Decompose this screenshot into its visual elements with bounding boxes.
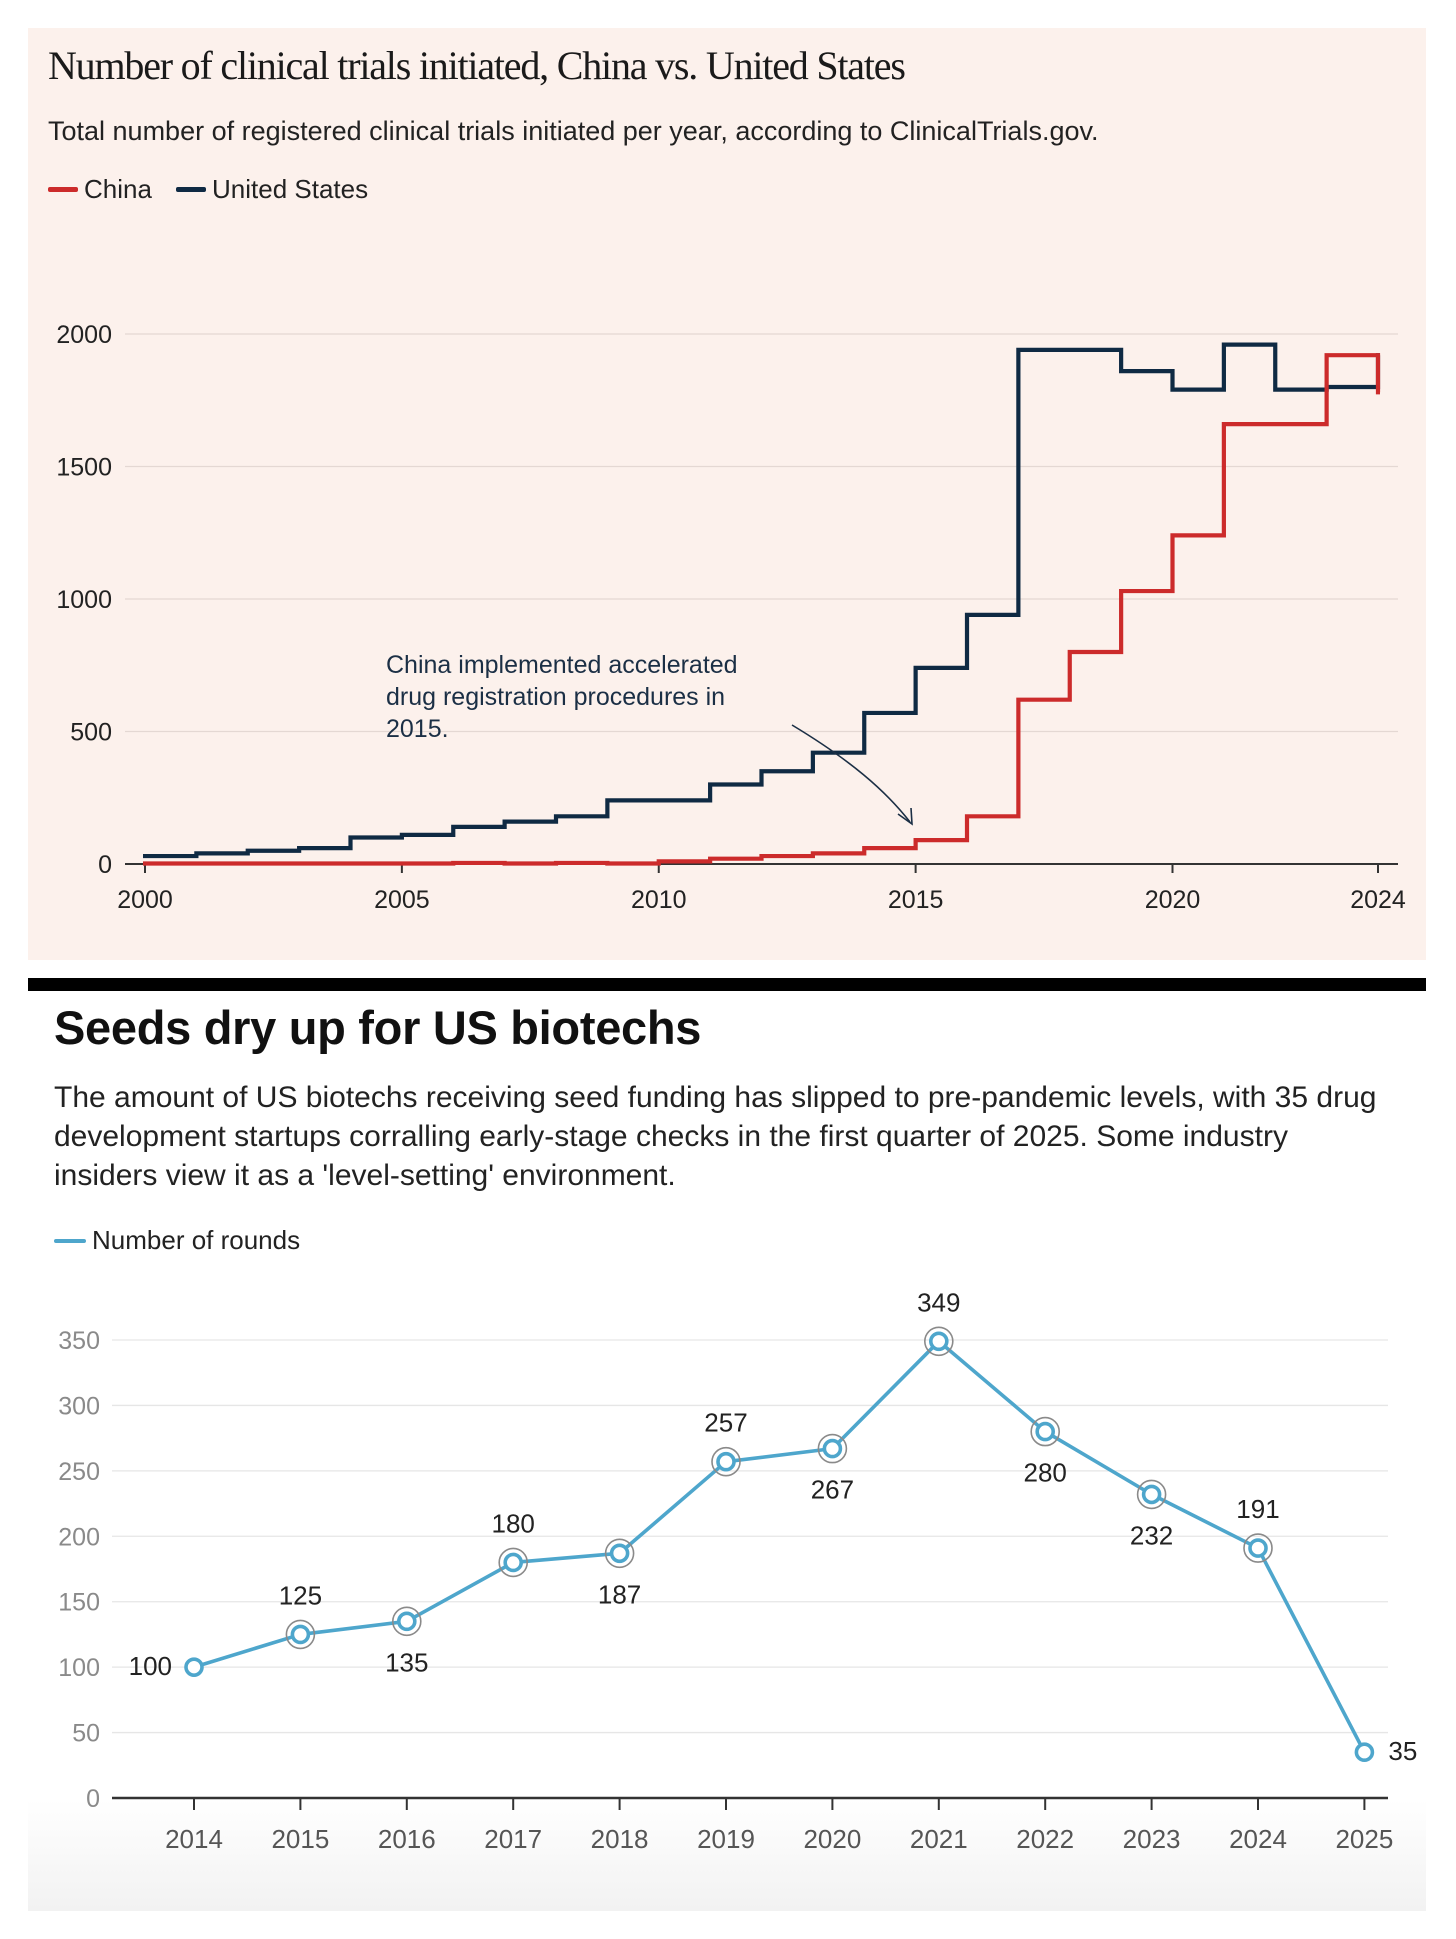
legend-label-united-states: United States (212, 174, 369, 204)
annotation-line-2: drug registration procedures in (386, 683, 725, 711)
x-tick-label-2018: 2018 (591, 1824, 649, 1854)
data-label-2016: 135 (385, 1647, 428, 1677)
x-tick-label-2020: 2020 (803, 1824, 861, 1854)
data-point-2021 (928, 1331, 949, 1352)
data-point-halo-2021 (923, 1326, 954, 1357)
data-label-2024: 191 (1236, 1494, 1279, 1524)
data-point-halo-2023 (1136, 1479, 1167, 1510)
annotation-arrow (791, 724, 911, 823)
data-point-2019 (716, 1451, 736, 1472)
data-label-2014: 100 (129, 1651, 172, 1681)
y-tick-label-1500: 1500 (56, 454, 112, 482)
series-line-china (143, 353, 1381, 866)
data-point-halo-2019 (711, 1446, 741, 1477)
y-tick-label-350: 350 (58, 1327, 100, 1355)
y-tick-label-100: 100 (58, 1654, 100, 1682)
x-tick-label-2016: 2016 (378, 1824, 436, 1854)
y-tick-label-150: 150 (58, 1589, 100, 1617)
data-point-halo-2015 (285, 1619, 316, 1650)
x-tick-label-2024: 2024 (1229, 1824, 1287, 1854)
data-point-halo-2016 (391, 1606, 422, 1637)
data-label-2021: 349 (917, 1287, 960, 1317)
x-tick-label-2017: 2017 (484, 1824, 542, 1854)
data-point-2014 (184, 1657, 204, 1677)
y-tick-label-300: 300 (58, 1392, 100, 1420)
data-point-2016 (396, 1611, 417, 1632)
x-tick-label-2022: 2022 (1016, 1824, 1074, 1854)
legend-label-china: China (84, 174, 152, 204)
chart2-panel (28, 991, 1426, 1911)
legend-item-china: China (48, 174, 152, 205)
x-tick-label-2024: 2024 (1350, 886, 1406, 914)
data-point-2023 (1141, 1484, 1162, 1505)
y-tick-label-200: 200 (58, 1523, 100, 1551)
annotation-line-1: China implemented accelerated (386, 651, 738, 679)
y-tick-label-2000: 2000 (56, 321, 112, 349)
legend-swatch-united-states (176, 187, 206, 192)
x-tick-label-2015: 2015 (271, 1824, 329, 1854)
x-tick-label-2019: 2019 (697, 1824, 755, 1854)
legend-label-number-of-rounds: Number of rounds (92, 1225, 301, 1255)
data-point-halo-2020 (817, 1433, 848, 1464)
annotation-line-3: 2015. (386, 715, 449, 743)
data-label-2019: 257 (704, 1408, 747, 1438)
x-tick-label-2014: 2014 (165, 1824, 223, 1854)
annotation-arrowhead (897, 807, 913, 826)
data-point-2022 (1035, 1421, 1055, 1442)
legend-item-number-of-rounds: Number of rounds (54, 1225, 300, 1256)
data-point-2018 (609, 1543, 630, 1564)
data-point-halo-2024 (1243, 1533, 1273, 1563)
data-point-halo-2018 (604, 1538, 635, 1569)
y-tick-label-0: 0 (86, 1785, 100, 1813)
chart1-panel (28, 28, 1426, 960)
series-line-number-of-rounds (193, 1339, 1366, 1754)
chart2-subtitle: The amount of US biotechs receiving seed… (54, 1081, 1377, 1192)
y-tick-label-1000: 1000 (56, 586, 112, 614)
data-point-2015 (290, 1624, 311, 1645)
x-tick-label-2000: 2000 (117, 886, 173, 914)
x-tick-label-2010: 2010 (631, 886, 687, 914)
data-point-2020 (822, 1438, 843, 1459)
x-tick-label-2023: 2023 (1123, 1824, 1181, 1854)
legend-item-united-states: United States (176, 174, 368, 205)
data-label-2025: 35 (1388, 1736, 1417, 1766)
data-point-2025 (1354, 1742, 1375, 1762)
chart1-title: Number of clinical trials initiated, Chi… (48, 43, 906, 88)
data-label-2018: 187 (598, 1579, 641, 1609)
y-tick-label-0: 0 (98, 851, 112, 879)
data-point-2017 (503, 1552, 524, 1573)
chart1-plot: 0 500 1000 1500 2000 2000 2005 2010 2015 2020 2024… (56, 321, 1406, 914)
data-point-halo-2022 (1030, 1416, 1060, 1447)
chart2-title: Seeds dry up for US biotechs (54, 1001, 702, 1054)
y-tick-label-250: 250 (58, 1458, 100, 1486)
data-label-2023: 232 (1130, 1520, 1173, 1550)
x-tick-label-2005: 2005 (374, 886, 430, 914)
x-tick-label-2020: 2020 (1145, 886, 1201, 914)
data-label-2015: 125 (279, 1580, 322, 1610)
legend-swatch-number-of-rounds (54, 1238, 86, 1243)
data-point-2024 (1248, 1538, 1268, 1558)
series-line-united-states (143, 342, 1381, 859)
data-point-halo-2017 (498, 1547, 529, 1578)
y-tick-label-500: 500 (70, 719, 112, 747)
x-tick-label-2021: 2021 (910, 1824, 968, 1854)
data-label-2022: 280 (1024, 1458, 1067, 1488)
chart1-subtitle: Total number of registered clinical tria… (48, 116, 1099, 146)
data-label-2020: 267 (811, 1475, 854, 1505)
panel-divider (28, 978, 1426, 991)
y-tick-label-50: 50 (72, 1720, 100, 1748)
chart2-footer-shade (28, 1800, 1426, 1911)
x-tick-label-2025: 2025 (1335, 1824, 1393, 1854)
data-label-2017: 180 (492, 1508, 535, 1538)
x-tick-label-2015: 2015 (888, 886, 944, 914)
legend-swatch-china (48, 187, 78, 192)
